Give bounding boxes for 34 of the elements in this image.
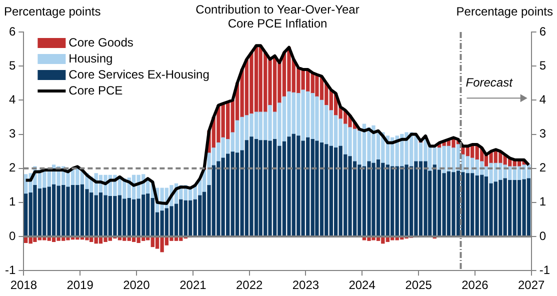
y2-tick-label: 0 xyxy=(539,228,546,243)
y2-tick-label: 3 xyxy=(539,126,546,141)
y2-tick-label: 6 xyxy=(539,24,546,38)
chart-title: Contribution to Year-Over-Year Core PCE Inflation xyxy=(196,2,360,30)
y-tick-label: 3 xyxy=(8,126,16,141)
legend-label: Core Services Ex-Housing xyxy=(68,67,210,82)
legend-label: Core Goods xyxy=(68,35,134,50)
x-tick-label: 2026 xyxy=(462,278,489,292)
x-tick-label: 2020 xyxy=(123,278,150,292)
y2-tick-label: 4 xyxy=(539,92,546,106)
legend-label: Core PCE xyxy=(68,83,123,98)
x-tick-label: 2022 xyxy=(236,278,263,292)
y2-axis-title: Percentage points xyxy=(456,4,553,18)
x-tick-label: 2027 xyxy=(518,278,545,292)
y-tick-label: -1 xyxy=(5,262,16,277)
x-tick-label: 2018 xyxy=(10,278,38,292)
x-tick-label: 2019 xyxy=(66,278,94,292)
x-tick-label: 2025 xyxy=(405,278,432,292)
x-tick-label: 2021 xyxy=(180,278,207,292)
y-tick-label: 5 xyxy=(8,58,16,72)
ref-line-label: Forecast xyxy=(466,75,514,90)
legend-label: Housing xyxy=(68,51,113,66)
y2-tick-label: 1 xyxy=(539,194,546,209)
y-tick-label: 1 xyxy=(8,194,16,209)
x-tick-label: 2023 xyxy=(292,278,320,292)
y2-tick-label: 2 xyxy=(539,160,546,175)
y2-tick-label: 5 xyxy=(539,58,546,72)
y-tick-label: 0 xyxy=(8,228,16,243)
y-tick-label: 6 xyxy=(8,24,16,38)
y-tick-label: 2 xyxy=(8,160,16,175)
x-tick-label: 2024 xyxy=(348,278,376,292)
y-axis-title: Percentage points xyxy=(4,4,101,18)
y2-tick-label: -1 xyxy=(539,262,550,277)
y-tick-label: 4 xyxy=(8,92,16,106)
